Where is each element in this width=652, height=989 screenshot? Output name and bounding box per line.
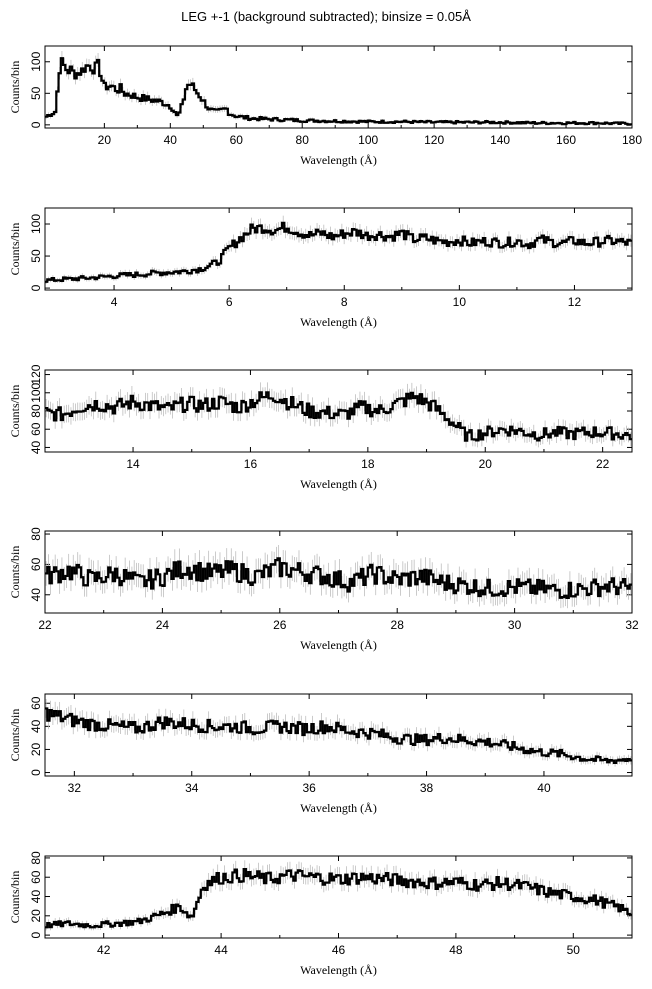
- y-tick-label: 40: [29, 588, 43, 602]
- x-tick-label: 40: [537, 781, 551, 795]
- y-axis-label: Counts/bin: [8, 223, 22, 276]
- x-tick-label: 20: [479, 457, 493, 471]
- chart-panel-6: 42 44 46 48 50 0 20 40 60 80 Wavelength (Å) Counts/…: [8, 851, 633, 977]
- x-tick-label: 20: [98, 133, 112, 147]
- y-axis-label: Counts/bin: [8, 871, 22, 924]
- error-bars: [45, 51, 632, 126]
- x-tick-label: 140: [490, 133, 510, 147]
- x-axis-label: Wavelength (Å): [300, 153, 377, 167]
- y-tick-label: 100: [29, 382, 43, 402]
- x-tick-label: 34: [185, 781, 199, 795]
- x-tick-label: 38: [420, 781, 434, 795]
- y-tick-label: 40: [29, 890, 43, 904]
- x-tick-label: 16: [244, 457, 258, 471]
- data-series-line: [45, 707, 632, 765]
- error-bars: [45, 860, 632, 931]
- x-tick-label: 120: [424, 133, 444, 147]
- y-tick-label: 50: [29, 249, 43, 263]
- x-tick-label: 48: [449, 943, 463, 957]
- chart-panel-2: 4 6 8 10 12 0 50 100 Wavelength (Å) Counts/bin: [8, 207, 633, 329]
- y-tick-label: 20: [29, 742, 43, 756]
- y-axis-label: Counts/bin: [8, 546, 22, 599]
- x-axis-label: Wavelength (Å): [300, 801, 377, 815]
- y-tick-label: 60: [29, 422, 43, 436]
- x-axis-label: Wavelength (Å): [300, 638, 377, 652]
- x-tick-label: 160: [556, 133, 576, 147]
- x-tick-label: 18: [361, 457, 375, 471]
- figure-title: LEG +-1 (background subtracted); binsize…: [181, 9, 471, 24]
- y-tick-label: 100: [29, 214, 43, 234]
- y-axis-label: Counts/bin: [8, 709, 22, 762]
- y-tick-label: 0: [29, 284, 43, 291]
- error-bars: [45, 215, 632, 285]
- y-tick-label: 40: [29, 440, 43, 454]
- x-tick-label: 40: [164, 133, 178, 147]
- data-series-line: [45, 391, 632, 442]
- y-tick-label: 120: [29, 364, 43, 384]
- data-series-line: [45, 557, 632, 599]
- chart-panel-5: 32 34 36 38 40 0 20 40 60 Wavelength (Å) Counts/bi…: [8, 693, 633, 815]
- y-axis-label: Counts/bin: [8, 385, 22, 438]
- x-tick-label: 10: [453, 295, 467, 309]
- x-tick-label: 36: [302, 781, 316, 795]
- y-tick-label: 80: [29, 404, 43, 418]
- y-tick-label: 0: [29, 121, 43, 128]
- y-tick-label: 50: [29, 86, 43, 100]
- y-tick-label: 80: [29, 527, 43, 541]
- data-series-line: [45, 867, 632, 929]
- x-tick-label: 60: [230, 133, 244, 147]
- x-tick-label: 44: [214, 943, 228, 957]
- y-tick-label: 60: [29, 870, 43, 884]
- y-tick-label: 80: [29, 851, 43, 865]
- x-axis-label: Wavelength (Å): [300, 477, 377, 491]
- plot-frame: [44, 693, 633, 777]
- x-tick-label: 30: [508, 618, 522, 632]
- chart-panel-1: 20 40 60 80 100 120 140 160 180 0 50 100 Wavelength …: [8, 45, 642, 167]
- y-tick-label: 60: [29, 696, 43, 710]
- x-axis-label: Wavelength (Å): [300, 963, 377, 977]
- y-tick-label: 100: [29, 51, 43, 71]
- x-tick-label: 24: [156, 618, 170, 632]
- data-series-line: [45, 221, 632, 283]
- y-tick-label: 20: [29, 909, 43, 923]
- x-tick-label: 22: [596, 457, 610, 471]
- x-tick-label: 42: [97, 943, 111, 957]
- x-tick-label: 32: [68, 781, 82, 795]
- x-tick-label: 26: [273, 618, 287, 632]
- x-tick-label: 6: [226, 295, 233, 309]
- plot-frame: [44, 207, 633, 291]
- x-tick-label: 50: [567, 943, 581, 957]
- y-tick-label: 60: [29, 557, 43, 571]
- data-series-line: [45, 57, 632, 126]
- x-tick-label: 14: [126, 457, 140, 471]
- y-axis-label: Counts/bin: [8, 61, 22, 114]
- x-tick-label: 8: [341, 295, 348, 309]
- x-tick-label: 80: [296, 133, 310, 147]
- y-tick-label: 0: [29, 769, 43, 776]
- x-tick-label: 12: [568, 295, 582, 309]
- x-tick-label: 100: [358, 133, 378, 147]
- plot-frame: [44, 45, 633, 129]
- x-tick-label: 32: [625, 618, 639, 632]
- x-axis-label: Wavelength (Å): [300, 315, 377, 329]
- x-tick-label: 22: [38, 618, 52, 632]
- x-tick-label: 180: [622, 133, 642, 147]
- x-tick-label: 4: [111, 295, 118, 309]
- y-tick-label: 40: [29, 719, 43, 733]
- x-tick-label: 28: [391, 618, 405, 632]
- chart-panel-4: 22 24 26 28 30 32 40 60 80 Wavelength (Å) Counts/b…: [8, 527, 639, 652]
- x-tick-label: 46: [332, 943, 346, 957]
- y-tick-label: 0: [29, 931, 43, 938]
